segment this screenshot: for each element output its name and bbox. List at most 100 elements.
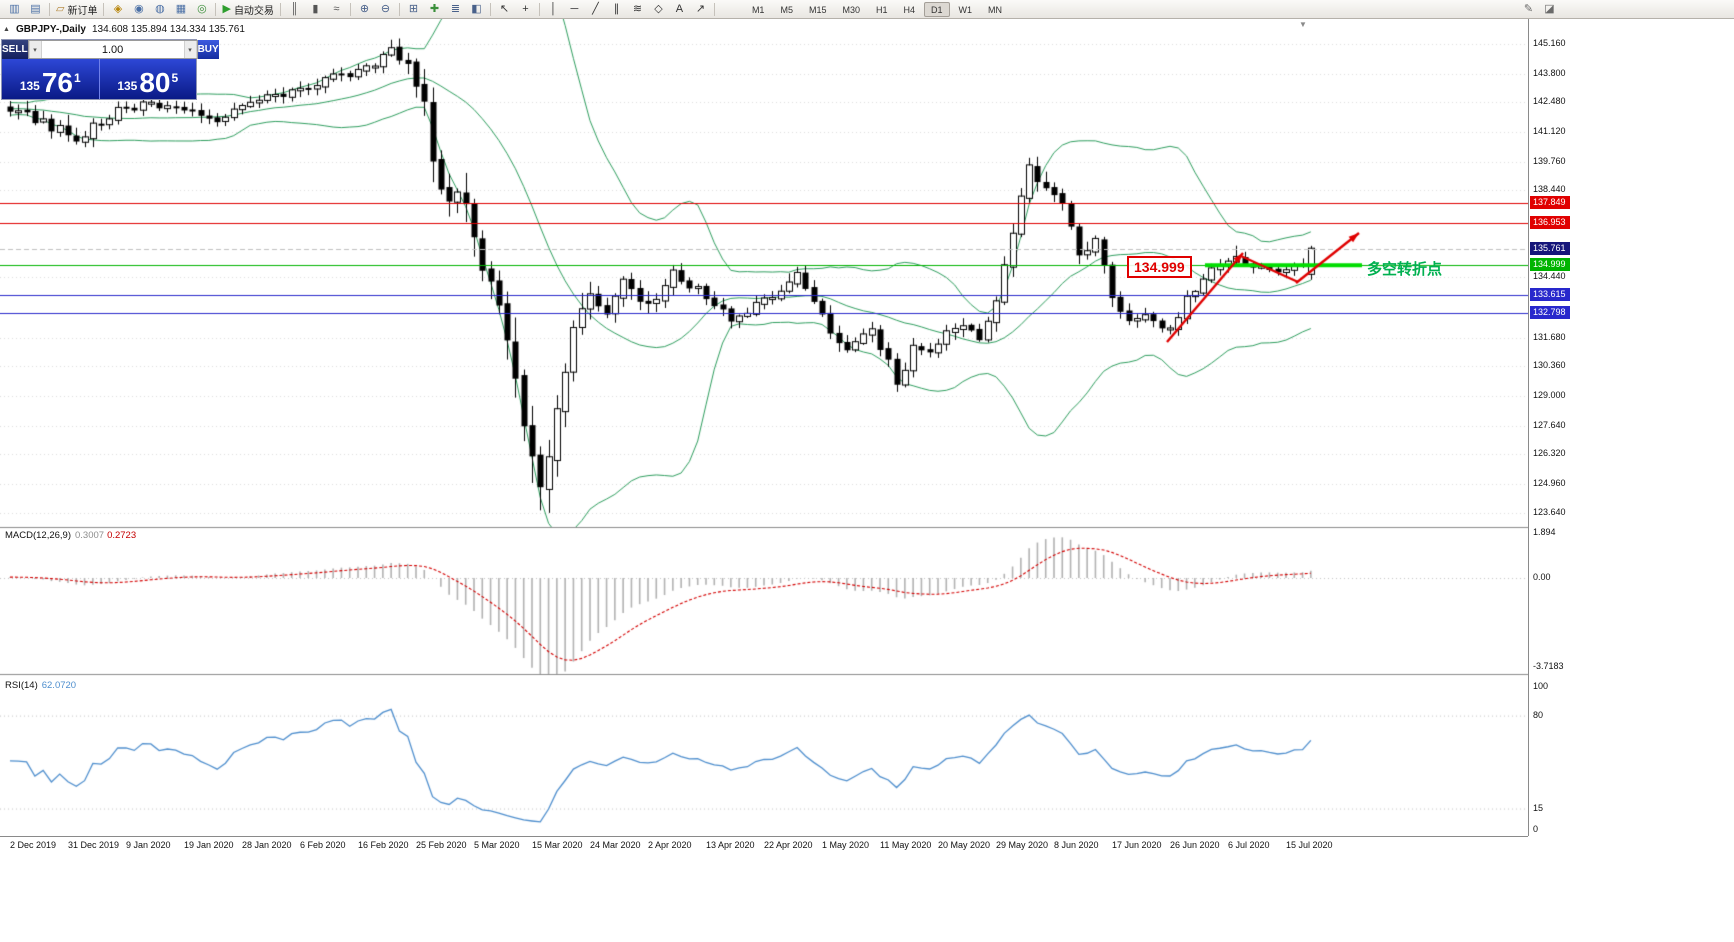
date-tick: 16 Feb 2020 — [357, 840, 409, 850]
rsi-name: RSI(14) — [5, 680, 38, 691]
terminal-icon: ▦ — [175, 2, 187, 15]
macd-signal-value: 0.2723 — [107, 530, 137, 541]
navigator-icon[interactable]: ◍ — [149, 1, 170, 18]
buy-price-display[interactable]: 135 80 5 — [99, 59, 196, 99]
date-axis[interactable]: 2 Dec 2019 31 Dec 2019 9 Jan 2020 19 Jan 20… — [0, 836, 1528, 853]
price-tick: 123.640 — [1533, 506, 1566, 517]
strategy-tester-icon[interactable]: ◎ — [191, 1, 212, 18]
line-chart-icon: ≈ — [333, 2, 340, 15]
toolbar-separator — [713, 2, 715, 16]
price-tick: 127.640 — [1533, 419, 1566, 430]
timeframe-d1-button[interactable]: D1 — [924, 1, 950, 17]
pencil-icon[interactable]: ✎ — [1518, 1, 1539, 18]
price-chart-canvas[interactable] — [0, 19, 1528, 836]
sell-price-sup: 1 — [74, 71, 81, 85]
turning-point-label[interactable]: 多空转折点 — [1367, 261, 1443, 278]
macd-main-value: 0.3007 — [75, 530, 105, 541]
timeframe-w1-button[interactable]: W1 — [958, 4, 973, 15]
date-tick: 20 May 2020 — [937, 840, 991, 850]
volume-input[interactable] — [41, 41, 184, 58]
vertical-line-icon[interactable]: │ — [543, 1, 564, 18]
fibonacci-icon[interactable]: ≋ — [627, 1, 648, 18]
window-layout-icon[interactable]: ◪ — [1539, 1, 1560, 18]
timeframe-m30-button[interactable]: M30 — [842, 4, 860, 15]
volume-decrease-button[interactable]: ▾ — [28, 41, 42, 58]
date-tick: 19 Jan 2020 — [183, 840, 234, 850]
timeframe-m5-button[interactable]: M5 — [780, 4, 793, 15]
trendline-icon: ╱ — [592, 2, 599, 15]
rsi-indicator-label: RSI(14) 62.0720 — [5, 680, 76, 691]
price-annotation-box[interactable]: 134.999 — [1127, 256, 1192, 278]
indicators-icon[interactable]: ✚ — [424, 1, 445, 18]
macd-scale-tick: 1.894 — [1533, 526, 1556, 537]
price-level-chip: 137.849 — [1530, 196, 1570, 210]
chart-shift-marker[interactable]: ▼ — [1299, 20, 1307, 29]
shapes-icon[interactable]: ◇ — [648, 1, 669, 18]
cursor-icon: ↖ — [499, 2, 510, 15]
date-tick: 25 Feb 2020 — [415, 840, 467, 850]
templates-icon: ◧ — [471, 2, 482, 15]
text-icon[interactable]: A — [669, 1, 690, 18]
toolbar-separator — [279, 2, 281, 16]
toolbar-separator — [349, 2, 351, 16]
indicator-list-icon[interactable]: ≣ — [445, 1, 466, 18]
sell-price-main: 135 — [19, 79, 40, 94]
timeframe-m15-button[interactable]: M15 — [808, 4, 827, 15]
timeframe-h1-button[interactable]: H1 — [876, 4, 888, 15]
macd-name: MACD(12,26,9) — [5, 530, 71, 541]
text-icon: A — [675, 2, 684, 15]
zoom-out-icon[interactable]: ⊖ — [375, 1, 396, 18]
strategy-tester-icon: ◎ — [197, 2, 207, 15]
date-tick: 31 Dec 2019 — [67, 840, 120, 850]
templates-icon[interactable]: ◧ — [466, 1, 487, 18]
terminal-icon[interactable]: ▦ — [170, 1, 191, 18]
profiles-icon: ▤ — [30, 2, 41, 15]
sell-button[interactable]: SELL — [2, 40, 28, 59]
zoom-in-icon[interactable]: ⊕ — [354, 1, 375, 18]
toolbar-icon-group: ▥ ▤ ▱ 新订单 ◈ ◉ ◍ ▦ ◎ ▶ 自动交易 ║ ▮ ≈ ⊕ ⊖ ⊞ ✚ ≣ ◧ ↖ + │ ─ ╱ ∥ ≋ ◇ A ↗ — [4, 0, 718, 19]
horizontal-line-icon[interactable]: ─ — [564, 1, 585, 18]
timeframe-m1-button[interactable]: M1 — [751, 4, 765, 15]
volume-increase-button[interactable]: ▾ — [183, 41, 197, 58]
toolbar-separator — [538, 2, 540, 16]
toolbar-separator — [49, 2, 50, 16]
bar-chart-icon[interactable]: ║ — [284, 1, 305, 18]
new-order-button[interactable]: ▱ 新订单 — [53, 1, 100, 18]
sell-price-display[interactable]: 135 76 1 — [2, 59, 100, 99]
tile-windows-icon[interactable]: ⊞ — [403, 1, 424, 18]
rsi-scale-tick: 15 — [1533, 802, 1544, 813]
timeframe-toolbar: M1 M5 M15 M30 H1 H4 D1 W1 MN — [744, 0, 1010, 19]
macd-scale-tick: -3.7183 — [1533, 661, 1564, 672]
date-tick: 24 Mar 2020 — [589, 840, 641, 850]
price-axis[interactable]: 145.160 143.800 142.480 141.120 139.760 138.4… — [1528, 19, 1570, 836]
candlestick-chart-icon[interactable]: ▮ — [305, 1, 326, 18]
window-layout-icon: ◪ — [1544, 3, 1555, 15]
profiles-icon[interactable]: ▤ — [25, 1, 46, 18]
data-window-icon[interactable]: ◉ — [128, 1, 149, 18]
date-tick: 6 Jul 2020 — [1227, 840, 1270, 850]
date-tick: 26 Jun 2020 — [1169, 840, 1220, 850]
one-click-panel-toggle-icon[interactable]: ▲ — [3, 26, 10, 33]
channel-icon[interactable]: ∥ — [606, 1, 627, 18]
crosshair-icon[interactable]: + — [515, 1, 536, 18]
data-window-icon: ◉ — [134, 2, 144, 15]
date-tick: 11 May 2020 — [879, 840, 932, 850]
buy-button[interactable]: BUY — [197, 40, 219, 59]
new-chart-icon[interactable]: ▥ — [4, 1, 25, 18]
date-tick: 1 May 2020 — [821, 840, 870, 850]
line-chart-icon[interactable]: ≈ — [326, 1, 347, 18]
sell-price-pips: 76 — [41, 67, 73, 99]
timeframe-mn-button[interactable]: MN — [988, 4, 1003, 15]
market-watch-icon[interactable]: ◈ — [107, 1, 128, 18]
price-level-chip: 136.953 — [1530, 215, 1570, 229]
trendline-icon[interactable]: ╱ — [585, 1, 606, 18]
arrow-tool-icon[interactable]: ↗ — [690, 1, 711, 18]
new-chart-icon: ▥ — [9, 2, 20, 15]
chart-ohlc-header: ▲ GBPJPY-,Daily 134.608 135.894 134.334 … — [3, 24, 245, 35]
cursor-icon[interactable]: ↖ — [494, 1, 515, 18]
date-tick: 15 Jul 2020 — [1285, 840, 1333, 850]
autotrading-button[interactable]: ▶ 自动交易 — [219, 1, 276, 18]
date-tick: 22 Apr 2020 — [763, 840, 813, 850]
pencil-icon: ✎ — [1523, 3, 1534, 15]
timeframe-h4-button[interactable]: H4 — [903, 4, 916, 15]
